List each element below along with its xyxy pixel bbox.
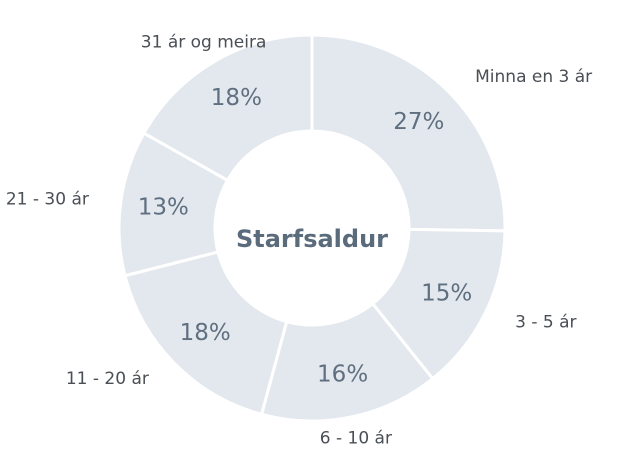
value-label: 15%: [421, 280, 472, 306]
donut-segment: [310, 33, 507, 233]
donut-segment: [123, 250, 289, 417]
category-label: Minna en 3 ár: [475, 67, 592, 87]
value-label: 16%: [317, 361, 368, 387]
value-label: 27%: [393, 109, 444, 135]
value-label: 13%: [138, 195, 189, 221]
donut-segment: [141, 33, 314, 183]
category-label: 11 - 20 ár: [66, 369, 149, 389]
category-label: 6 - 10 ár: [320, 428, 392, 448]
center-label: Starfsaldur: [236, 225, 388, 253]
category-label: 21 - 30 ár: [6, 190, 89, 210]
category-label: 31 ár og meira: [141, 32, 267, 52]
value-label: 18%: [180, 320, 231, 346]
category-label: 3 - 5 ár: [515, 313, 576, 333]
value-label: 18%: [211, 85, 262, 111]
